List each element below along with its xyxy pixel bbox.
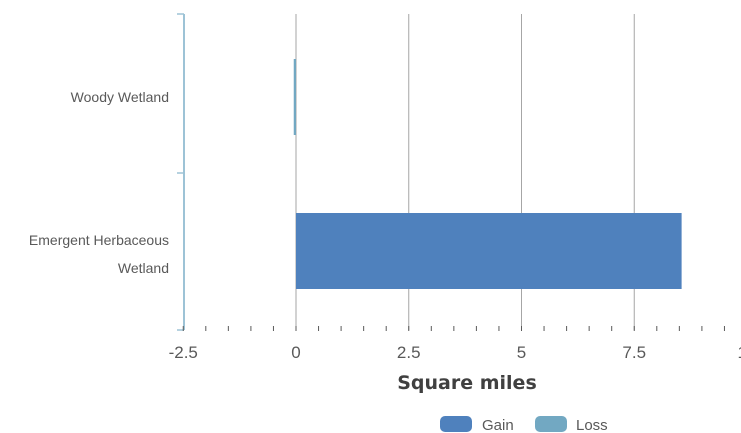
category-label: Woody Wetland [71, 89, 169, 105]
bars [293, 59, 682, 289]
bar-gain [296, 213, 682, 289]
category-labels: Woody Wetland Emergent Herbaceous Wetland [29, 89, 169, 276]
x-tick-label: 5 [517, 343, 526, 362]
legend-swatch-loss [535, 416, 567, 432]
x-tick-label: 0 [291, 343, 300, 362]
x-tick-label: 10 [738, 343, 741, 362]
y-axis [177, 13, 185, 331]
x-tick-label: 7.5 [622, 343, 646, 362]
x-axis: -2.5 0 2.5 5 7.5 10 [169, 326, 741, 362]
legend-label-loss: Loss [576, 417, 608, 433]
legend: Gain Loss [440, 416, 608, 433]
legend-swatch-gain [440, 416, 472, 432]
x-axis-title: Square miles [397, 372, 537, 394]
bar-loss [293, 59, 296, 135]
category-label: Wetland [118, 260, 169, 276]
x-tick-label: 2.5 [397, 343, 421, 362]
x-tick-label: -2.5 [169, 343, 198, 362]
category-label: Emergent Herbaceous [29, 232, 169, 248]
legend-label-gain: Gain [482, 417, 514, 433]
